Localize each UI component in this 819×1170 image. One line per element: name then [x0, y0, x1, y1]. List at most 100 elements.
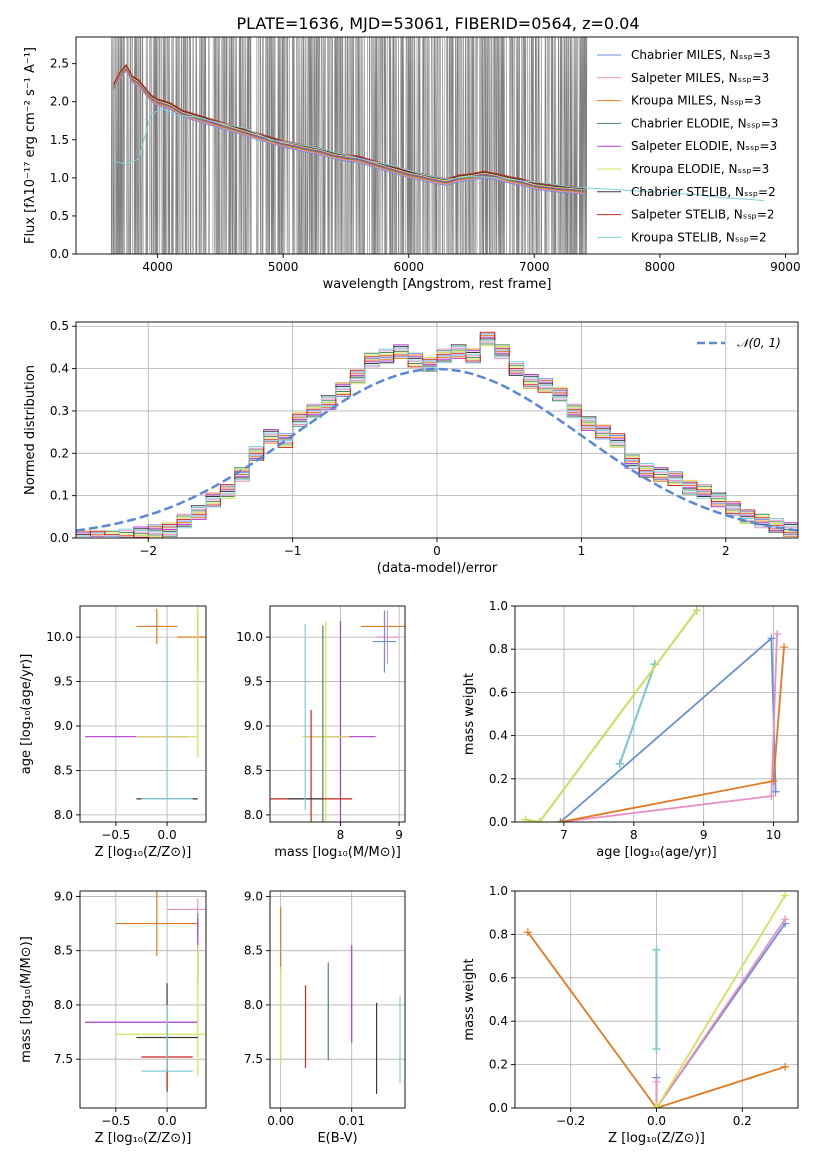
x-axis-label: Z [log₁₀(Z/Z⊙)]: [608, 1131, 705, 1146]
weight-line: [618, 664, 656, 764]
x-tick-label: 8: [337, 828, 345, 842]
y-axis-label: Normed distribution: [23, 365, 38, 495]
y-tick-label: 0.0: [50, 247, 69, 261]
y-tick-label: 10.0: [236, 630, 263, 644]
weight-marker: [523, 928, 532, 937]
y-tick-label: 9.0: [54, 719, 73, 733]
legend-label: Kroupa MILES, Nₛₛₚ=3: [631, 94, 761, 108]
plot-area: [110, 37, 765, 254]
model-spectrum: [113, 68, 585, 194]
plot-area: [270, 610, 405, 822]
weight-marker: [692, 606, 701, 615]
weight-marker: [780, 643, 789, 652]
weight-line: [527, 931, 786, 1108]
legend-label: Salpeter STELIB, Nₛₛₚ=2: [631, 208, 775, 222]
chart-mass-vs-EBV: 0.00 0.01 7.5 8.0 8.5 9.0 E(B-V): [244, 889, 406, 1146]
plot-area: [523, 891, 790, 1108]
y-tick-label: 0.6: [489, 971, 508, 985]
model-spectrum: [113, 69, 585, 194]
weight-marker: [521, 815, 530, 822]
y-tick-label: 1.5: [50, 133, 69, 147]
x-tick-label: 2: [722, 544, 730, 558]
x-tick-label: 9: [395, 828, 403, 842]
x-tick-label: 5000: [268, 260, 299, 274]
y-tick-label: 0.4: [489, 729, 508, 743]
x-tick-label: 0.01: [338, 1114, 365, 1128]
weight-marker: [781, 915, 790, 924]
x-tick-label: 0.00: [267, 1114, 294, 1128]
y-tick-label: 2.0: [50, 95, 69, 109]
x-tick-label: 9: [700, 828, 708, 842]
weight-line: [560, 646, 785, 822]
y-tick-label: 8.5: [54, 763, 73, 777]
weight-line: [655, 918, 786, 1108]
x-axis-label: E(B-V): [317, 1131, 357, 1146]
x-tick-label: −0.5: [101, 1114, 130, 1128]
y-tick-label: 0.2: [489, 772, 508, 786]
axes-frame: [79, 605, 207, 823]
x-axis-label: Z [log₁₀(Z/Z⊙)]: [95, 845, 192, 860]
weight-line: [525, 609, 698, 822]
x-axis-label: mass [log₁₀(M/M⊙)]: [274, 845, 401, 860]
x-tick-label: 8000: [645, 260, 676, 274]
weight-line: [655, 894, 786, 1108]
weight-marker: [781, 1062, 790, 1071]
y-tick-label: 7.5: [244, 1052, 263, 1066]
x-tick-label: 6000: [393, 260, 424, 274]
y-axis-label: mass [log₁₀(M/M⊙)]: [19, 936, 34, 1063]
chart-age-vs-mass: 8 9 8.0 8.5 9.0 9.5 10.0 mass [log₁₀(M/M⊙)]: [236, 605, 406, 860]
y-tick-label: 0.0: [50, 531, 69, 545]
data-spectrum: [110, 37, 588, 254]
y-tick-label: 0.1: [50, 489, 69, 503]
weight-marker: [652, 1077, 661, 1086]
x-axis-label: wavelength [Angstrom, rest frame]: [323, 277, 552, 292]
legend-label: Chabrier ELODIE, Nₛₛₚ=3: [631, 116, 778, 130]
weight-marker: [652, 1104, 661, 1108]
y-tick-label: 0.2: [489, 1058, 508, 1072]
y-axis-label: mass weight: [462, 673, 477, 755]
residual-histogram: [76, 331, 798, 538]
x-tick-label: 0.2: [733, 1114, 752, 1128]
y-tick-label: 0.0: [489, 1101, 508, 1115]
axes-frame: [514, 605, 799, 823]
weight-marker: [535, 818, 544, 822]
legend-label: Kroupa STELIB, Nₛₛₚ=2: [631, 230, 767, 244]
model-spectrum: [113, 65, 585, 191]
y-axis-label: mass weight: [462, 958, 477, 1040]
y-tick-label: 8.0: [54, 808, 73, 822]
axes-frame: [269, 605, 406, 823]
y-tick-label: 8.5: [54, 944, 73, 958]
legend: 𝒩(0, 1): [697, 336, 781, 350]
legend-label: Kroupa ELODIE, Nₛₛₚ=3: [631, 162, 769, 176]
weight-line: [559, 636, 777, 822]
x-tick-label: 10: [766, 828, 781, 842]
y-tick-label: 8.0: [54, 998, 73, 1012]
y-tick-label: 9.0: [54, 889, 73, 903]
weight-marker: [556, 818, 565, 822]
x-tick-label: 0.0: [158, 1114, 177, 1128]
model-spectrum: [113, 108, 765, 202]
plot-area: [521, 606, 789, 822]
x-tick-label: 8: [630, 828, 638, 842]
weight-marker: [615, 759, 624, 768]
y-axis-label: age [log₁₀(age/yr)]: [19, 654, 34, 775]
weight-marker: [652, 945, 661, 954]
weight-marker: [769, 776, 778, 785]
x-tick-label: 7: [560, 828, 568, 842]
x-tick-label: 9000: [770, 260, 801, 274]
x-tick-label: −0.2: [556, 1114, 585, 1128]
y-tick-label: 1.0: [489, 599, 508, 613]
axes-frame: [79, 890, 207, 1109]
legend-label: Salpeter ELODIE, Nₛₛₚ=3: [631, 139, 777, 153]
chart-spectrum: Chabrier MILES, Nₛₛₚ=3 Salpeter MILES, Nₛ…: [23, 36, 801, 292]
y-tick-label: 0.5: [50, 319, 69, 333]
figure-title: PLATE=1636, MJD=53061, FIBERID=0564, z=0…: [236, 14, 639, 33]
legend-label: Chabrier STELIB, Nₛₛₚ=2: [631, 185, 776, 199]
x-tick-label: 1: [578, 544, 586, 558]
residual-histogram: [76, 341, 798, 538]
y-tick-label: 0.4: [489, 1014, 508, 1028]
chart-weight-vs-Z: −0.2 0.0 0.2 0.0 0.2 0.4 0.6 0.8 1.0 Z [log₁₀(Z/Z…: [462, 884, 799, 1146]
weight-marker: [781, 891, 790, 900]
model-spectrum: [113, 66, 585, 192]
residual-histogram: [76, 340, 798, 538]
